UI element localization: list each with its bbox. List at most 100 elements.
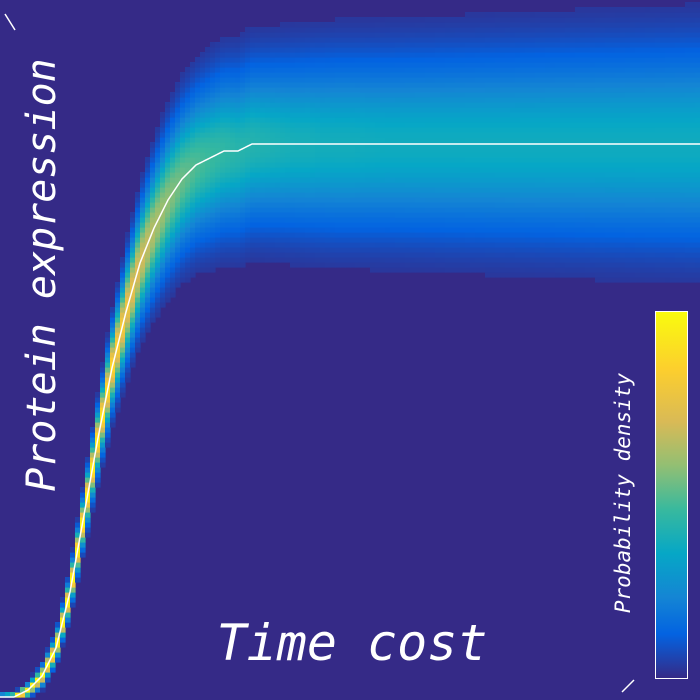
density-cell [295, 247, 301, 253]
density-cell [595, 117, 601, 123]
density-cell [580, 77, 586, 83]
density-cell [605, 42, 611, 48]
density-cell [185, 122, 191, 128]
density-cell [385, 37, 391, 43]
density-cell [350, 22, 356, 28]
density-cell [475, 62, 481, 68]
density-cell [300, 222, 306, 228]
density-cell [405, 212, 411, 218]
density-cell [125, 322, 131, 328]
density-cell [525, 112, 531, 118]
density-cell [370, 217, 376, 223]
density-cell [560, 32, 566, 38]
density-cell [505, 82, 511, 88]
density-cell [330, 82, 336, 88]
density-cell [345, 92, 351, 98]
density-cell [490, 12, 496, 18]
density-cell [185, 97, 191, 103]
density-cell [535, 57, 541, 63]
density-cell [210, 77, 216, 83]
density-cell [290, 112, 296, 118]
density-cell [160, 272, 166, 278]
density-cell [495, 232, 501, 238]
density-cell [450, 157, 456, 163]
density-cell [565, 62, 571, 68]
density-cell [410, 67, 416, 73]
density-cell [595, 77, 601, 83]
density-cell [480, 87, 486, 93]
density-cell [220, 132, 226, 138]
density-cell [375, 52, 381, 58]
density-cell [245, 52, 251, 58]
density-cell [515, 207, 521, 213]
density-cell [195, 177, 201, 183]
density-cell [590, 92, 596, 98]
density-cell [300, 52, 306, 58]
density-cell [365, 247, 371, 253]
density-cell [505, 147, 511, 153]
density-cell [495, 267, 501, 273]
density-cell [470, 262, 476, 268]
density-cell [270, 247, 276, 253]
density-cell [180, 262, 186, 268]
density-cell [150, 292, 156, 298]
density-cell [385, 117, 391, 123]
density-cell [405, 107, 411, 113]
density-cell [120, 367, 126, 373]
density-cell [320, 57, 326, 63]
density-cell [530, 47, 536, 53]
density-cell [410, 232, 416, 238]
density-cell [235, 232, 241, 238]
density-cell [500, 272, 506, 278]
density-cell [470, 97, 476, 103]
density-cell [490, 142, 496, 148]
density-cell [325, 47, 331, 53]
density-cell [425, 192, 431, 198]
density-cell [155, 182, 161, 188]
density-cell [170, 292, 176, 298]
density-cell [350, 237, 356, 243]
density-cell [155, 177, 161, 183]
density-cell [560, 152, 566, 158]
density-cell [120, 382, 126, 388]
density-cell [575, 77, 581, 83]
density-cell [425, 172, 431, 178]
density-cell [585, 12, 591, 18]
density-cell [360, 122, 366, 128]
density-cell [295, 242, 301, 248]
density-cell [200, 167, 206, 173]
density-cell [590, 262, 596, 268]
density-cell [385, 247, 391, 253]
density-cell [350, 37, 356, 43]
density-cell [495, 242, 501, 248]
density-cell [565, 42, 571, 48]
density-cell [560, 97, 566, 103]
density-cell [300, 182, 306, 188]
density-cell [270, 97, 276, 103]
density-cell [110, 392, 116, 398]
density-cell [395, 192, 401, 198]
density-cell [415, 202, 421, 208]
density-cell [285, 207, 291, 213]
density-cell [515, 27, 521, 33]
density-cell [45, 657, 51, 663]
density-cell [485, 232, 491, 238]
density-cell [30, 687, 36, 693]
density-cell [540, 207, 546, 213]
density-cell [575, 237, 581, 243]
density-cell [470, 167, 476, 173]
density-cell [575, 187, 581, 193]
density-cell [595, 52, 601, 58]
density-cell [525, 67, 531, 73]
density-cell [550, 67, 556, 73]
density-cell [170, 182, 176, 188]
density-cell [495, 212, 501, 218]
density-cell [500, 222, 506, 228]
density-cell [305, 122, 311, 128]
density-cell [235, 182, 241, 188]
density-cell [275, 132, 281, 138]
density-cell [560, 62, 566, 68]
density-cell [165, 232, 171, 238]
density-cell [415, 142, 421, 148]
density-cell [330, 162, 336, 168]
